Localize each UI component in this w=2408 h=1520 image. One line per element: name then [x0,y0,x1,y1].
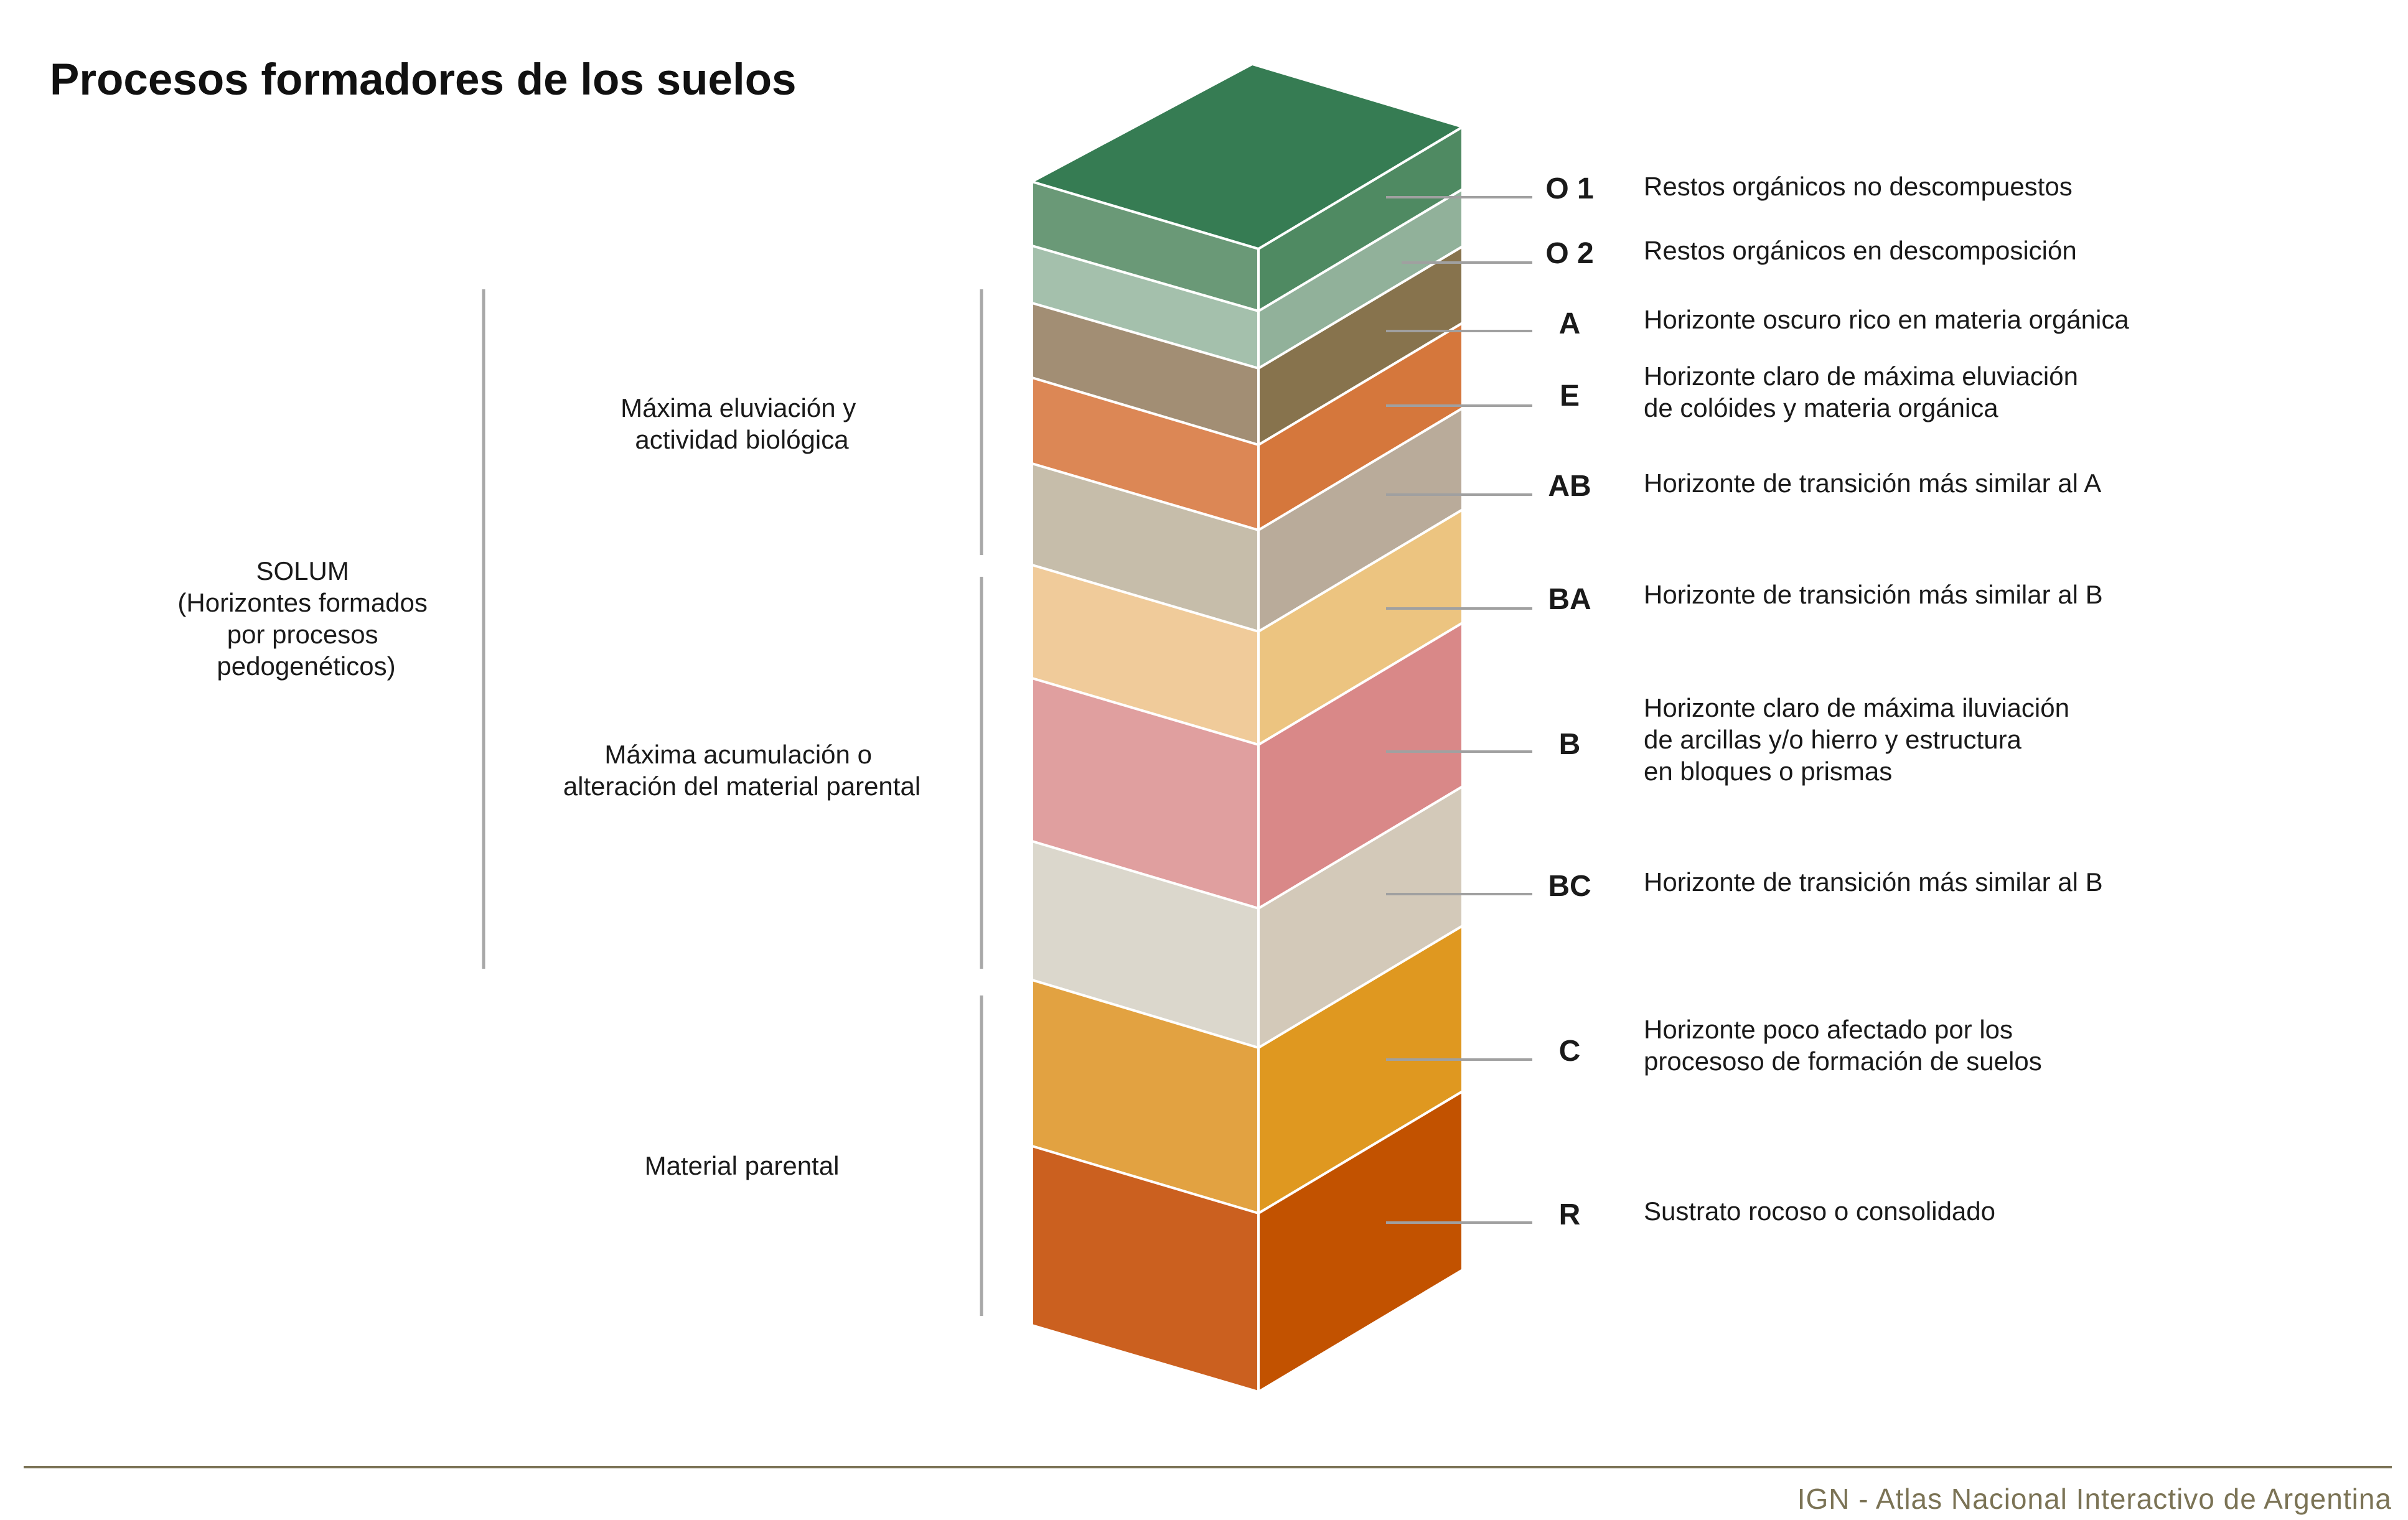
solum-label: SOLUM (Horizontes formados por procesos … [177,556,434,681]
accumulation-label-line: Máxima acumulación o [604,740,872,769]
horizon-description-line: Horizonte de transición más similar al B [1644,867,2103,897]
horizon-description-line: Sustrato rocoso o consolidado [1644,1196,1995,1226]
horizon-code-ba: BA [1548,583,1591,616]
horizon-code-o2: O 2 [1545,237,1593,270]
eluviation-label: Máxima eluviación y actividad biológica [621,393,863,454]
horizon-description-r: Sustrato rocoso o consolidado [1644,1196,1995,1226]
parent-material-label: Material parental [645,1151,840,1180]
horizon-description-e: Horizonte claro de máxima eluviación de c… [1644,361,2078,422]
horizon-description-line: Horizonte claro de máxima eluviación [1644,361,2078,391]
horizon-description-line: Horizonte de transición más similar al A [1644,469,2101,498]
horizon-description-line: procesoso de formación de suelos [1644,1047,2042,1076]
horizon-labels: O 1 Restos orgánicos no descompuestos O 2 R… [1386,172,2129,1231]
horizon-description-line: Restos orgánicos en descomposición [1644,236,2077,265]
horizon-code-b: B [1559,728,1581,761]
horizon-description-o1: Restos orgánicos no descompuestos [1644,172,2073,201]
accumulation-label-line: alteración del material parental [563,772,921,801]
parent-material-label-line: Material parental [645,1151,840,1180]
horizon-code-r: R [1559,1198,1581,1231]
eluviation-label-line: Máxima eluviación y [621,393,856,422]
horizon-description-ba: Horizonte de transición más similar al B [1644,580,2103,609]
horizon-description-line: Horizonte oscuro rico en materia orgánic… [1644,305,2129,334]
solum-label-line: pedogenéticos) [217,651,395,681]
horizon-description-line: de arcillas y/o hierro y estructura [1644,725,2022,754]
horizon-code-ab: AB [1548,470,1591,503]
page-title: Procesos formadores de los suelos [50,55,797,105]
horizon-code-o1: O 1 [1545,172,1593,205]
solum-label-line: SOLUM [256,556,349,585]
solum-label-line: por procesos [227,620,378,649]
horizon-description-c: Horizonte poco afectado por los procesoso… [1644,1015,2042,1076]
horizon-description-line: Restos orgánicos no descompuestos [1644,172,2073,201]
horizon-code-c: C [1559,1035,1581,1068]
horizon-description-line: Horizonte claro de máxima iluviación [1644,693,2069,722]
horizon-description-b: Horizonte claro de máxima iluviación de a… [1644,693,2069,786]
horizon-description-a: Horizonte oscuro rico en materia orgánic… [1644,305,2129,334]
horizon-side-face-r [1257,1090,1464,1393]
horizon-description-bc: Horizonte de transición más similar al B [1644,867,2103,897]
horizon-code-a: A [1559,307,1581,340]
eluviation-label-line: actividad biológica [635,425,849,454]
footer-credit: IGN - Atlas Nacional Interactivo de Arge… [1797,1483,2392,1515]
solum-label-line: (Horizontes formados [177,588,427,617]
horizon-description-ab: Horizonte de transición más similar al A [1644,469,2101,498]
horizon-code-bc: BC [1548,870,1591,903]
horizon-code-e: E [1560,380,1580,413]
accumulation-label: Máxima acumulación o alteración del mate… [563,740,921,801]
horizon-description-line: Horizonte poco afectado por los [1644,1015,2013,1044]
soil-block [1031,63,1464,1393]
horizon-description-line: en bloques o prismas [1644,757,1892,786]
horizon-description-o2: Restos orgánicos en descomposición [1644,236,2077,265]
horizon-description-line: de colóides y materia orgánica [1644,393,1998,422]
horizon-description-line: Horizonte de transición más similar al B [1644,580,2103,609]
